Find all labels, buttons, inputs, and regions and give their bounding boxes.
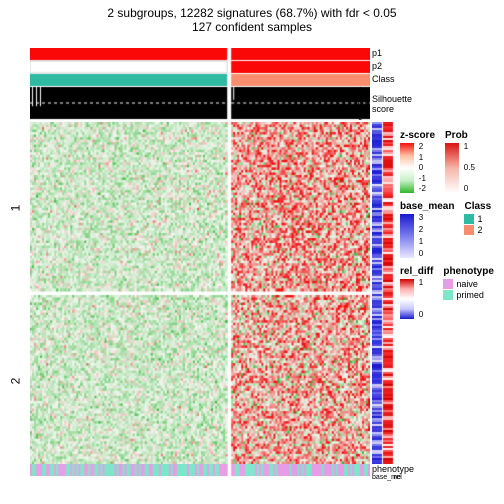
row-cluster-label-2: 2 bbox=[8, 377, 22, 384]
top-annotation-tracks bbox=[30, 48, 370, 122]
legend-phenotype: phenotype naiveprimed bbox=[443, 266, 494, 319]
label-p2: p2 bbox=[372, 61, 382, 71]
zscore-ticks: 210-1-2 bbox=[417, 143, 426, 193]
label-silhouette: Silhouette score bbox=[372, 94, 412, 114]
heatmap bbox=[30, 122, 370, 464]
figure: 2 subgroups, 12282 signatures (68.7%) wi… bbox=[0, 0, 504, 504]
phenotype-items: naiveprimed bbox=[443, 279, 494, 301]
row-cluster-label-1: 1 bbox=[8, 204, 22, 211]
reldiff-gradient bbox=[400, 279, 414, 319]
title-line2: 127 confident samples bbox=[0, 20, 504, 34]
label-p1: p1 bbox=[372, 48, 382, 58]
prob-gradient bbox=[445, 143, 459, 193]
zscore-gradient bbox=[400, 143, 414, 193]
basemean-ticks: 3210 bbox=[417, 214, 423, 258]
legends: z-score 210-1-2 Prob 10.50 base_mean 321… bbox=[400, 130, 500, 327]
class-items: 12 bbox=[464, 214, 491, 236]
label-phenotype: phenotype bbox=[372, 464, 414, 474]
legend-reldiff: rel_diff 10 bbox=[400, 266, 433, 319]
legend-basemean: base_mean 3210 bbox=[400, 201, 454, 258]
bottom-annotation bbox=[30, 464, 370, 476]
prob-ticks: 10.50 bbox=[462, 143, 475, 193]
legend-prob: Prob 10.50 bbox=[445, 130, 475, 193]
sil-tick-1: 1 bbox=[358, 86, 362, 95]
sil-tick-05: 0.5 bbox=[358, 99, 369, 108]
sil-tick-0: 0 bbox=[358, 113, 362, 122]
title-line1: 2 subgroups, 12282 signatures (68.7%) wi… bbox=[0, 6, 504, 20]
reldiff-ticks: 10 bbox=[417, 279, 423, 319]
right-annotation bbox=[372, 122, 394, 464]
legend-zscore: z-score 210-1-2 bbox=[400, 130, 435, 193]
basemean-gradient bbox=[400, 214, 414, 258]
legend-class: Class 12 bbox=[464, 201, 491, 258]
plot-area: 1 2 bbox=[30, 48, 370, 478]
label-rel-col: rel bbox=[394, 474, 402, 481]
label-class: Class bbox=[372, 74, 395, 84]
title: 2 subgroups, 12282 signatures (68.7%) wi… bbox=[0, 0, 504, 35]
